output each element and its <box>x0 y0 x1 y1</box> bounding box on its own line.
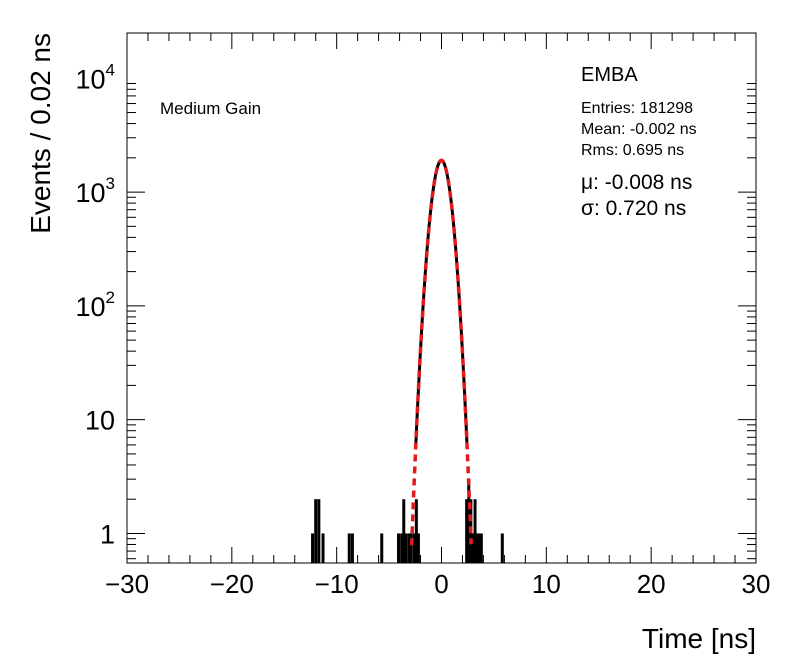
y-tick-label: 104 <box>75 60 115 94</box>
entries-stat: Entries: 181298 <box>581 100 693 117</box>
histogram-bin <box>317 499 321 563</box>
sigma-fit-value: σ: 0.720 ns <box>581 197 686 220</box>
mu-fit-value: μ: -0.008 ns <box>581 171 692 194</box>
histogram-bin <box>475 533 479 563</box>
histogram-bin <box>350 533 354 563</box>
x-tick-label: −10 <box>315 569 359 599</box>
histogram-bars <box>311 158 504 563</box>
histogram-bin <box>412 533 416 563</box>
histogram-bin <box>465 499 469 563</box>
histogram-bin <box>402 499 406 563</box>
y-tick-label: 1 <box>100 519 115 549</box>
histogram-bin <box>500 533 504 563</box>
histogram-bin <box>397 533 401 563</box>
histogram-bin <box>400 533 404 563</box>
fit-curve <box>409 158 473 546</box>
y-tick-label: 103 <box>75 174 115 208</box>
histogram-bin <box>314 499 318 563</box>
histogram-bin <box>473 499 477 563</box>
histogram-bin <box>311 533 315 563</box>
rms-stat: Rms: 0.695 ns <box>581 142 684 159</box>
histogram-bin <box>471 533 475 563</box>
x-tick-label: −30 <box>105 569 149 599</box>
histogram-bin <box>321 533 325 563</box>
histogram-bin <box>409 533 413 563</box>
histogram-bin <box>380 533 384 563</box>
histogram-bin <box>347 533 351 563</box>
tick-labels: −30 −20 −10 0 10 20 30 1 10 102 103 104 <box>75 60 770 599</box>
histogram-bin <box>416 533 420 563</box>
x-tick-label: 20 <box>637 569 666 599</box>
x-tick-label: −20 <box>210 569 254 599</box>
partition-label: EMBA <box>581 64 638 86</box>
y-tick-label: 102 <box>75 288 115 322</box>
axis-ticks <box>126 33 757 563</box>
x-tick-label: 0 <box>434 569 448 599</box>
histogram-bin <box>414 499 418 563</box>
histogram-bin <box>477 533 481 563</box>
y-tick-label: 10 <box>85 406 115 436</box>
gain-label: Medium Gain <box>160 99 261 118</box>
y-axis-label: Events / 0.02 ns <box>25 33 56 234</box>
mean-stat: Mean: -0.002 ns <box>581 121 697 138</box>
histogram-bin <box>407 533 411 563</box>
x-axis-label: Time [ns] <box>642 623 756 654</box>
histogram-bin <box>404 533 408 563</box>
histogram-bin <box>479 533 483 563</box>
x-tick-label: 30 <box>742 569 771 599</box>
gaussian-fit <box>409 158 473 546</box>
x-tick-label: 10 <box>532 569 561 599</box>
